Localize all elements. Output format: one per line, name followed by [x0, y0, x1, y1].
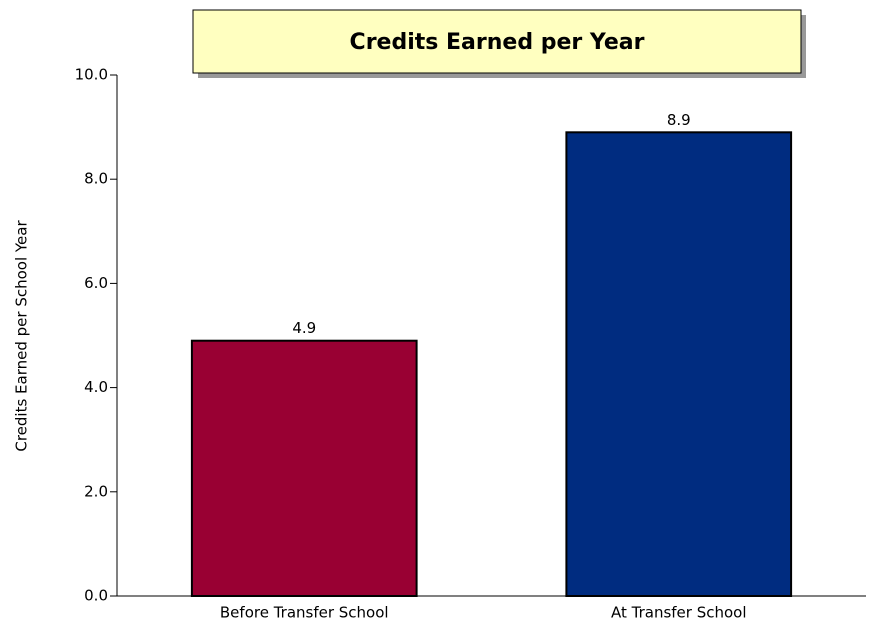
x-tick-label: Before Transfer School — [220, 604, 389, 622]
y-tick-label: 4.0 — [84, 378, 108, 396]
value-label: 4.9 — [292, 319, 316, 337]
chart-title: Credits Earned per Year — [350, 30, 645, 55]
title-box — [192, 9, 802, 74]
y-tick-label: 6.0 — [84, 274, 108, 292]
x-tick-label: At Transfer School — [611, 604, 747, 622]
y-tick-label: 8.0 — [84, 170, 108, 188]
value-label: 8.9 — [667, 111, 691, 129]
bar — [565, 131, 793, 597]
y-tick-label: 0.0 — [84, 587, 108, 605]
bar — [190, 339, 418, 597]
y-axis-label: Credits Earned per School Year — [13, 220, 31, 452]
y-tick-label: 10.0 — [75, 66, 108, 84]
y-tick-label: 2.0 — [84, 482, 108, 500]
